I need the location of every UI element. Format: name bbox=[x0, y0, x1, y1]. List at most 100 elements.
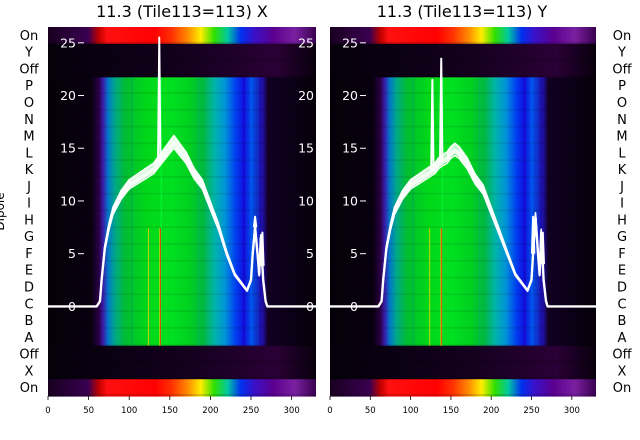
heatmap-row-b bbox=[330, 312, 596, 330]
heatmap-striation bbox=[530, 77, 533, 346]
dipole-label: B bbox=[25, 314, 34, 329]
heatmap-row-separator bbox=[48, 394, 316, 396]
heatmap-row-c bbox=[330, 295, 596, 313]
heatmap-row-separator bbox=[330, 142, 596, 145]
dipole-label: E bbox=[618, 264, 626, 279]
dipole-label: On bbox=[20, 29, 38, 44]
x-tick-label: 200 bbox=[202, 406, 218, 416]
dipole-label: P bbox=[618, 79, 626, 94]
heatmap-row-e bbox=[330, 261, 596, 280]
heatmap-row-g bbox=[48, 228, 316, 246]
line-feature-mark bbox=[440, 228, 442, 346]
x-tick-label: 50 bbox=[365, 406, 376, 416]
dipole-label: M bbox=[616, 130, 627, 145]
heatmap-row-a bbox=[48, 328, 316, 347]
heatmap-row-separator bbox=[48, 293, 316, 296]
heatmap-row-i bbox=[330, 194, 596, 213]
heatmap-striation bbox=[259, 77, 262, 346]
overlay-tick-label: 10 bbox=[60, 193, 76, 208]
overlay-tick-label-right: 15 bbox=[298, 141, 314, 156]
heatmap-row-separator bbox=[330, 92, 596, 95]
heatmap-row-separator bbox=[48, 343, 316, 346]
x-tick-label: 250 bbox=[243, 406, 259, 416]
overlay-tick-label: 5 bbox=[350, 246, 358, 261]
heatmap-row-k bbox=[330, 161, 596, 179]
overlay-spike bbox=[540, 231, 546, 265]
dipole-label: J bbox=[619, 180, 624, 195]
dipole-label: L bbox=[618, 146, 626, 161]
heatmap-striation bbox=[131, 77, 133, 346]
heatmap-striation bbox=[478, 77, 481, 346]
dipole-label: N bbox=[617, 113, 627, 128]
overlay-profile-line bbox=[330, 142, 596, 308]
dipole-label: C bbox=[24, 297, 33, 312]
panel-title: 11.3 (Tile113=113) X bbox=[96, 2, 268, 21]
overlay-tick-label: 20 bbox=[60, 88, 76, 103]
heatmap-row-separator bbox=[48, 75, 316, 78]
overlay-profile-line bbox=[48, 134, 316, 308]
overlay-tick-label-right: 10 bbox=[298, 193, 314, 208]
heatmap-row-separator bbox=[330, 125, 596, 128]
heatmap-row-c bbox=[48, 295, 316, 313]
dipole-label: N bbox=[24, 113, 34, 128]
heatmap-row-j bbox=[48, 177, 316, 196]
heatmap-row-o bbox=[48, 94, 316, 112]
overlay-tick-label: 15 bbox=[342, 141, 358, 156]
overlay-spike bbox=[260, 231, 265, 267]
overlay-tick-label-right: 25 bbox=[298, 35, 314, 50]
heatmap-row-y bbox=[330, 43, 596, 62]
overlay-tick-label: 25 bbox=[342, 35, 358, 50]
x-tick-label: 300 bbox=[564, 406, 580, 416]
panel-title: 11.3 (Tile113=113) Y bbox=[377, 2, 548, 21]
heatmap-row-h bbox=[48, 211, 316, 229]
dipole-label: B bbox=[618, 314, 627, 329]
dipole-label: G bbox=[24, 230, 34, 245]
overlay-spike bbox=[430, 78, 435, 171]
x-tick-label: 100 bbox=[402, 406, 418, 416]
heatmap-striation bbox=[250, 77, 252, 346]
heatmap-striation bbox=[243, 77, 246, 346]
heatmap-row-i bbox=[48, 194, 316, 213]
heatmap-row-separator bbox=[48, 310, 316, 313]
heatmap-row-separator bbox=[330, 75, 596, 78]
heatmap-row-separator bbox=[48, 360, 316, 363]
heatmap-striation bbox=[198, 77, 200, 346]
dipole-label: F bbox=[618, 247, 625, 262]
heatmap-striation bbox=[441, 77, 444, 346]
heatmap-row-separator bbox=[48, 159, 316, 162]
dipole-label: Off bbox=[19, 348, 39, 363]
heatmap-row-e bbox=[48, 261, 316, 280]
heatmap-row-n bbox=[48, 110, 316, 129]
dipole-label: L bbox=[25, 146, 33, 161]
heatmap-row-separator bbox=[330, 58, 596, 61]
heatmap-row-separator bbox=[48, 175, 316, 178]
heatmap-row-separator bbox=[330, 209, 596, 212]
heatmap-row-separator bbox=[330, 259, 596, 262]
dipole-label: K bbox=[25, 163, 34, 178]
x-tick-label: 0 bbox=[45, 406, 50, 416]
heatmap-row-separator bbox=[330, 360, 596, 363]
dipole-label: G bbox=[617, 230, 627, 245]
heatmap-row-separator bbox=[48, 108, 316, 111]
dipole-label: Y bbox=[617, 46, 626, 61]
heatmap-row-separator bbox=[330, 310, 596, 313]
heatmap-row-separator bbox=[330, 108, 596, 111]
overlay-tick-label: 25 bbox=[60, 35, 76, 50]
heatmap-row-n bbox=[330, 110, 596, 129]
panel-2: 11.3 (Tile113=113) YOnYOffPONMLKJIHGFEDC… bbox=[327, 2, 632, 416]
panel-1: 11.3 (Tile113=113) XOnYOffPONMLKJIHGFEDC… bbox=[0, 2, 316, 416]
heatmap-row-d bbox=[330, 278, 596, 296]
heatmap-row-off bbox=[48, 345, 316, 364]
heatmap-row-separator bbox=[48, 125, 316, 128]
y-axis-label: Dipole bbox=[0, 192, 7, 230]
line-feature-mark bbox=[159, 228, 161, 346]
heatmap-row-separator bbox=[48, 209, 316, 212]
line-feature-mark bbox=[441, 228, 443, 346]
heatmap-row-separator bbox=[48, 243, 316, 246]
heatmap-row-separator bbox=[330, 175, 596, 178]
dipole-label: On bbox=[20, 381, 38, 396]
heatmap-row-separator bbox=[48, 192, 316, 195]
heatmap-striation bbox=[524, 77, 526, 346]
dipole-label: C bbox=[617, 297, 626, 312]
heatmap-row-h bbox=[330, 211, 596, 229]
